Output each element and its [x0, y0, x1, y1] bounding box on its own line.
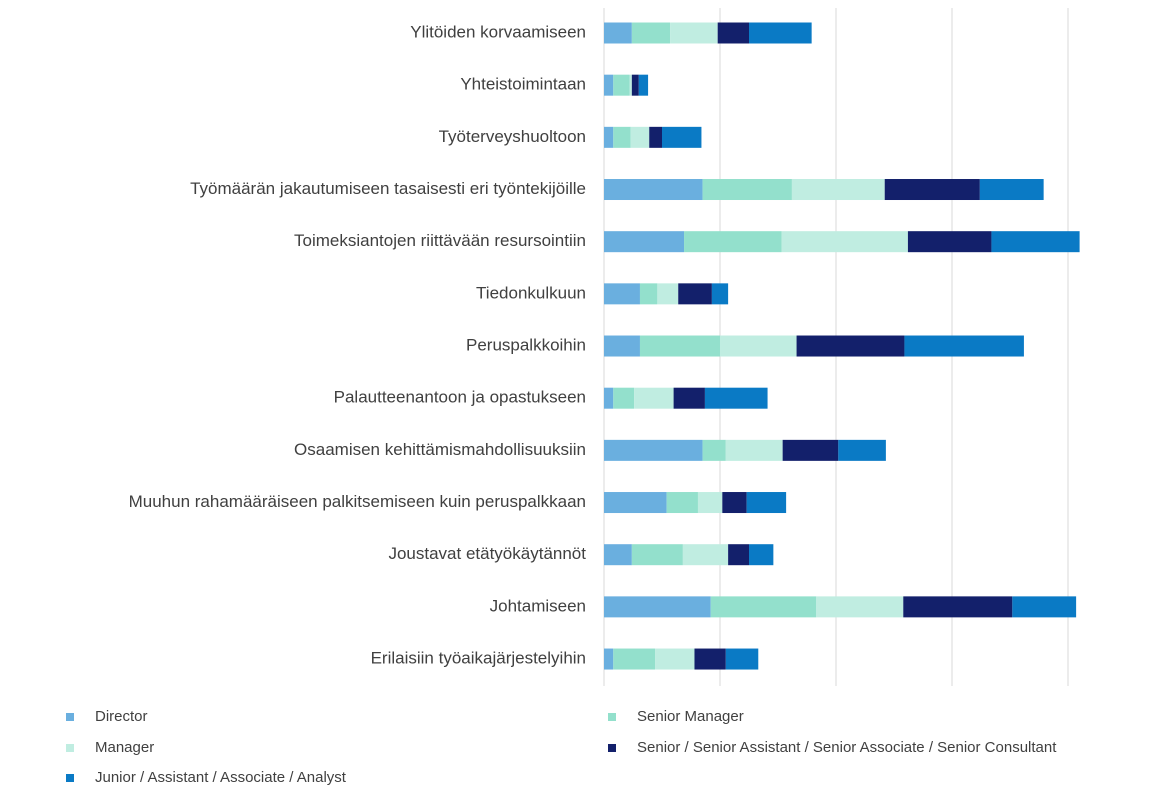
legend-label: Director [95, 708, 148, 725]
legend-label: Senior / Senior Assistant / Senior Assoc… [637, 739, 1057, 756]
category-label: Työterveyshuoltoon [439, 127, 586, 146]
category-label: Osaamisen kehittämismahdollisuuksiin [294, 440, 586, 459]
category-label: Ylitöiden korvaamiseen [410, 22, 586, 41]
bar-segment [979, 179, 1044, 201]
bar-segment [604, 126, 614, 148]
bar-segment [704, 387, 768, 409]
bar-segment [649, 126, 662, 148]
bar-segment [816, 596, 904, 618]
category-label: Muuhun rahamääräiseen palkitsemiseen kui… [129, 492, 586, 511]
bar-segment [604, 335, 640, 357]
bar-segment [682, 544, 729, 566]
category-label: Peruspalkkoihin [466, 336, 586, 355]
category-label: Työmäärän jakautumiseen tasaisesti eri t… [190, 179, 586, 198]
bar-segment [791, 179, 885, 201]
bar-segment [710, 596, 817, 618]
bar-segment [907, 231, 992, 253]
bar-segment [749, 544, 774, 566]
bar-segment [613, 74, 630, 96]
category-label: Joustavat etätyökäytännöt [388, 544, 586, 563]
bar-segment [781, 231, 908, 253]
bar-segment [631, 544, 683, 566]
bar-segment [838, 439, 886, 461]
bar-segment [604, 596, 711, 618]
bar-segment [728, 544, 749, 566]
bar-segment [903, 596, 1013, 618]
bar-segment [662, 126, 702, 148]
category-label: Palautteenantoon ja opastukseen [334, 388, 586, 407]
bar-segment [639, 335, 720, 357]
legend-swatch [66, 774, 74, 782]
legend-swatch [608, 713, 616, 721]
category-label: Johtamiseen [490, 596, 586, 615]
bar-segment [796, 335, 905, 357]
bar-segment [749, 22, 812, 44]
bar-segment [697, 492, 723, 514]
bar-segment [717, 22, 749, 44]
bar-segment [884, 179, 980, 201]
bar-segment [634, 387, 674, 409]
legend-label: Manager [95, 739, 154, 756]
bar-segment [746, 492, 787, 514]
bar-segment [725, 439, 783, 461]
bar-segment [722, 492, 747, 514]
bar-segment [613, 648, 656, 670]
bar-segment [657, 283, 679, 305]
bar-segment [702, 439, 726, 461]
bar-segment [638, 74, 649, 96]
bar-segment [782, 439, 839, 461]
bar-segment [604, 74, 614, 96]
bar-segment [678, 283, 712, 305]
bar-segment [604, 492, 667, 514]
bar-segment [604, 387, 614, 409]
bar-segment [666, 492, 698, 514]
bar-segment [629, 74, 632, 96]
bar-segment [694, 648, 726, 670]
legend-label: Senior Manager [637, 708, 744, 725]
bar-segment [604, 231, 685, 253]
category-label: Toimeksiantojen riittävään resursointiin [294, 231, 586, 250]
legend-swatch [66, 713, 74, 721]
legend-swatch [608, 744, 616, 752]
bar-segment [604, 22, 632, 44]
bar-segment [604, 283, 640, 305]
bar-segment [604, 439, 703, 461]
bar-segment [604, 179, 703, 201]
bar-segment [655, 648, 695, 670]
category-label: Yhteistoimintaan [460, 75, 586, 94]
bar-segment [673, 387, 705, 409]
bar-segment [631, 22, 671, 44]
bar-segment [711, 283, 729, 305]
bar-segment [1012, 596, 1077, 618]
bar-segment [613, 126, 631, 148]
bar-segment [604, 544, 632, 566]
bar-segment [639, 283, 658, 305]
bar-segment [904, 335, 1024, 357]
bar-segment [670, 22, 718, 44]
bar-segment [725, 648, 759, 670]
legend-label: Junior / Assistant / Associate / Analyst [95, 769, 347, 786]
category-label: Tiedonkulkuun [476, 283, 586, 302]
bar-segment [630, 126, 650, 148]
bar-segment [720, 335, 797, 357]
bar-segment [684, 231, 782, 253]
bar-segment [604, 648, 614, 670]
category-label: Erilaisiin työaikajärjestelyihin [371, 649, 586, 668]
bar-segment [702, 179, 792, 201]
bar-segment [631, 74, 639, 96]
bar-segment [613, 387, 635, 409]
legend-swatch [66, 744, 74, 752]
bar-segment [991, 231, 1080, 253]
